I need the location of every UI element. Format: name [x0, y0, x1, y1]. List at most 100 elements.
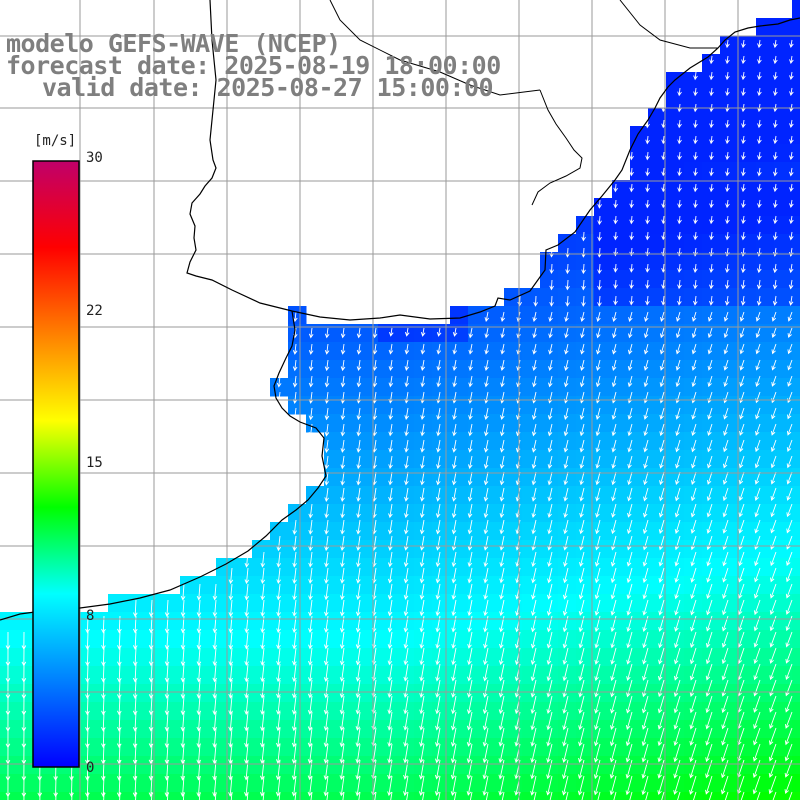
wind-arrow — [659, 487, 665, 502]
wind-arrow — [404, 407, 409, 421]
wind-cell — [756, 108, 775, 127]
wind-cell — [774, 594, 793, 613]
wind-cell — [756, 306, 775, 325]
wind-cell — [666, 594, 685, 613]
wind-arrow — [578, 567, 585, 584]
wind-arrow — [340, 327, 346, 339]
wind-arrow — [723, 311, 729, 322]
wind-arrow — [132, 631, 138, 650]
wind-cell — [702, 522, 721, 541]
wind-cell — [216, 702, 235, 721]
wind-arrow — [403, 759, 409, 780]
wind-arrow — [339, 647, 345, 666]
wind-cell — [432, 576, 451, 595]
wind-arrow — [723, 327, 729, 339]
wind-cell — [432, 450, 451, 469]
wind-arrow — [693, 87, 698, 97]
wind-cell — [324, 738, 343, 757]
wind-arrow — [133, 599, 138, 618]
wind-cell — [378, 594, 397, 613]
wind-arrow — [594, 727, 601, 747]
wind-arrow — [642, 551, 649, 567]
wind-cell — [36, 774, 55, 793]
wind-arrow — [705, 647, 713, 665]
wind-arrow — [722, 551, 729, 567]
wind-arrow — [324, 423, 330, 437]
wind-arrow — [356, 487, 361, 502]
wind-arrow — [722, 471, 729, 485]
wind-arrow — [388, 471, 393, 486]
wind-cell — [630, 378, 649, 397]
wind-cell — [450, 324, 469, 343]
wind-arrow — [593, 775, 601, 796]
wind-cell — [738, 126, 757, 145]
wind-arrow — [435, 503, 441, 519]
wind-cell — [252, 648, 271, 667]
wind-cell — [378, 738, 397, 757]
wind-arrow — [468, 407, 473, 421]
wind-arrow — [546, 631, 553, 649]
wind-arrow — [323, 695, 329, 715]
wind-arrow — [709, 279, 714, 290]
wind-arrow — [324, 583, 329, 601]
wind-arrow — [741, 199, 746, 209]
wind-arrow — [467, 551, 473, 568]
wind-arrow — [706, 535, 713, 551]
wind-arrow — [789, 135, 794, 145]
wind-cell — [252, 594, 271, 613]
wind-arrow — [706, 615, 713, 632]
wind-cell — [612, 720, 631, 739]
wind-cell — [720, 360, 739, 379]
wind-arrow — [725, 55, 730, 65]
wind-cell — [666, 558, 685, 577]
wind-arrow — [723, 343, 729, 355]
wind-arrow — [499, 439, 505, 453]
wind-arrow — [438, 791, 441, 800]
wind-arrow — [387, 551, 393, 568]
wind-arrow — [613, 231, 618, 241]
wind-cell — [342, 774, 361, 793]
wind-arrow — [499, 583, 505, 600]
wind-cell — [468, 432, 487, 451]
wind-arrow — [339, 663, 345, 682]
wind-arrow — [563, 471, 569, 486]
wind-arrow — [531, 423, 537, 437]
wind-arrow — [498, 775, 505, 796]
wind-cell — [396, 756, 415, 775]
wind-cell — [774, 252, 793, 271]
wind-arrow — [339, 775, 345, 797]
wind-arrow — [659, 407, 665, 420]
wind-arrow — [693, 215, 698, 225]
wind-cell — [522, 522, 541, 541]
wind-cell — [324, 522, 343, 541]
wind-cell — [612, 180, 631, 199]
wind-cell — [198, 720, 217, 739]
wind-cell — [738, 162, 757, 181]
wind-cell — [774, 198, 793, 217]
wind-arrow — [738, 487, 745, 502]
wind-cell — [684, 486, 703, 505]
wind-cell — [234, 756, 253, 775]
wind-arrow — [769, 583, 777, 599]
wind-cell — [594, 342, 613, 361]
wind-cell — [162, 684, 181, 703]
wind-arrow — [291, 727, 297, 748]
wind-arrow — [754, 455, 761, 469]
wind-cell — [792, 108, 800, 127]
wind-cell — [342, 684, 361, 703]
wind-cell — [666, 648, 685, 667]
wind-cell — [468, 666, 487, 685]
wind-cell — [702, 702, 721, 721]
wind-cell — [540, 324, 559, 343]
wind-cell — [360, 558, 379, 577]
wind-arrow — [356, 455, 361, 470]
wind-cell — [432, 738, 451, 757]
wind-arrow — [292, 375, 298, 388]
wind-arrow — [721, 679, 729, 697]
wind-arrow — [788, 263, 794, 274]
wind-arrow — [501, 791, 505, 800]
wind-cell — [558, 612, 577, 631]
wind-arrow — [499, 535, 505, 551]
wind-cell — [792, 450, 800, 469]
wind-arrow — [629, 295, 634, 306]
